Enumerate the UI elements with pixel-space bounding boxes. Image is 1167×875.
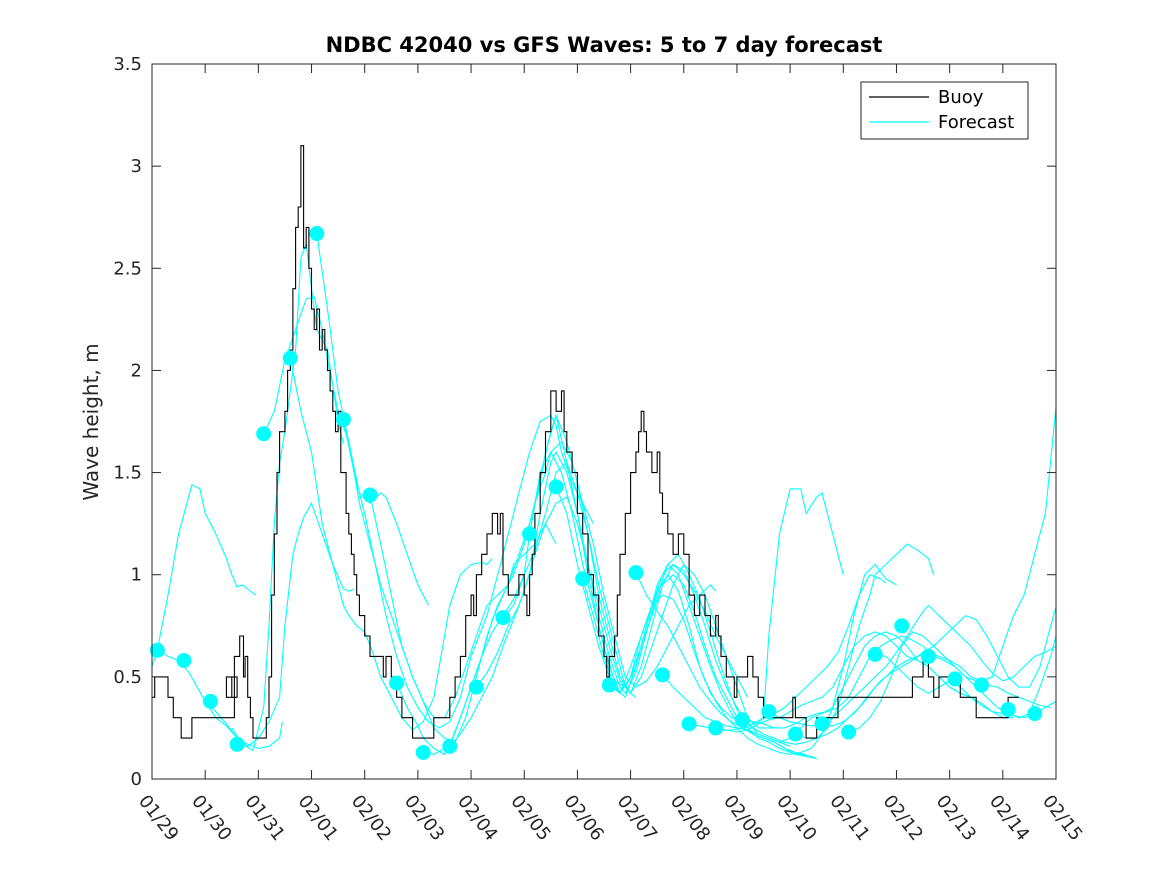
forecast-series-line xyxy=(848,631,1057,733)
y-tick-label: 0.5 xyxy=(113,667,142,688)
forecast-marker xyxy=(787,726,803,742)
forecast-series-line xyxy=(742,635,1051,729)
y-tick-label: 2.5 xyxy=(113,258,142,279)
forecast-markers xyxy=(149,226,1043,760)
forecast-series-line xyxy=(204,501,355,747)
y-tick-label: 0 xyxy=(131,769,142,790)
legend-buoy-label: Buoy xyxy=(938,87,984,108)
legend-box xyxy=(860,81,1029,140)
forecast-marker xyxy=(256,426,272,442)
forecast-series-line xyxy=(449,496,780,747)
y-axis: 0 0.5 1 1.5 2 2.5 3 3.5 xyxy=(113,54,1056,790)
forecast-series-line xyxy=(151,649,283,749)
forecast-marker xyxy=(442,738,458,754)
forecast-series-line xyxy=(231,243,344,752)
forecast-marker xyxy=(415,744,431,760)
forecast-marker xyxy=(1000,702,1016,718)
forecast-marker xyxy=(947,671,963,687)
y-tick-label: 3 xyxy=(131,156,142,177)
y-axis-label: Wave height, m xyxy=(79,343,103,500)
legend: Buoy Forecast xyxy=(860,81,1029,140)
buoy-series-line xyxy=(152,145,1019,739)
forecast-marker xyxy=(894,618,910,634)
forecast-series-line xyxy=(582,543,935,745)
forecast-marker xyxy=(522,526,538,542)
forecast-marker xyxy=(309,226,325,242)
forecast-marker xyxy=(841,724,857,740)
forecast-marker xyxy=(920,648,936,664)
y-tick-label: 3.5 xyxy=(113,54,142,75)
forecast-marker xyxy=(814,716,830,732)
chart-title: NDBC 42040 vs GFS Waves: 5 to 7 day fore… xyxy=(326,33,883,57)
forecast-series-line xyxy=(555,486,817,760)
forecast-marker xyxy=(867,646,883,662)
forecast-marker xyxy=(149,642,165,658)
forecast-marker xyxy=(1027,706,1043,722)
forecast-series-line xyxy=(821,407,1057,727)
forecast-marker xyxy=(176,653,192,669)
y-tick-label: 1.5 xyxy=(113,463,142,484)
forecast-marker xyxy=(229,736,245,752)
axes-box xyxy=(151,63,1057,780)
plot-background xyxy=(152,64,1056,779)
forecast-marker xyxy=(575,571,591,587)
forecast-marker xyxy=(548,479,564,495)
forecast-marker xyxy=(202,693,218,709)
forecast-series-line xyxy=(608,563,897,756)
forecast-marker xyxy=(389,675,405,691)
forecast-series-line xyxy=(502,450,817,760)
forecast-marker xyxy=(654,667,670,683)
plot-area xyxy=(149,64,1057,779)
forecast-marker xyxy=(362,487,378,503)
forecast-marker xyxy=(601,677,617,693)
forecast-series-line xyxy=(151,484,257,667)
forecast-marker xyxy=(628,565,644,581)
forecast-marker xyxy=(708,720,724,736)
forecast-marker xyxy=(761,704,777,720)
forecast-marker xyxy=(734,712,750,728)
buoy-line xyxy=(152,145,1019,739)
forecast-marker xyxy=(335,411,351,427)
forecast-marker xyxy=(468,679,484,695)
forecast-series-line xyxy=(342,414,594,729)
y-tick-label: 1 xyxy=(131,565,142,586)
forecast-series-line xyxy=(715,631,1014,733)
forecast-marker xyxy=(495,610,511,626)
legend-forecast-label: Forecast xyxy=(938,112,1014,133)
forecast-series-line xyxy=(369,413,637,743)
forecast-series-line xyxy=(875,653,1057,719)
forecast-marker xyxy=(681,716,697,732)
forecast-marker xyxy=(282,350,298,366)
y-tick-label: 2 xyxy=(131,360,142,381)
forecast-series-line xyxy=(289,358,493,731)
forecast-marker xyxy=(974,677,990,693)
